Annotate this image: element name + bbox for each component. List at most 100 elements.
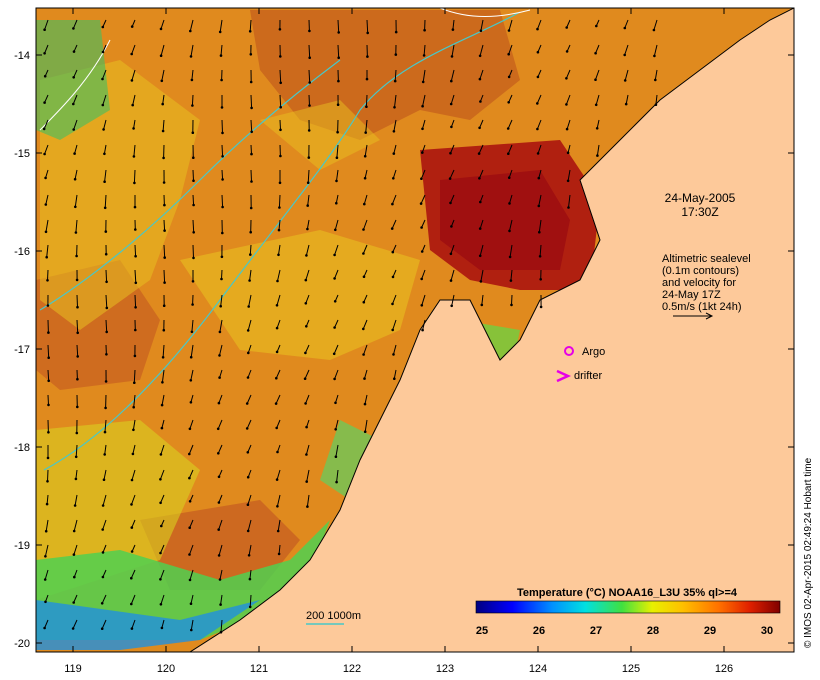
velocity-arrow xyxy=(392,319,397,331)
velocity-arrow xyxy=(75,469,78,479)
velocity-arrow-head xyxy=(160,524,163,528)
velocity-arrow xyxy=(278,194,281,208)
velocity-arrow-head xyxy=(305,480,309,483)
velocity-arrow-head xyxy=(73,575,76,579)
velocity-arrow xyxy=(43,119,49,130)
velocity-arrow-head xyxy=(420,277,424,281)
velocity-arrow-head xyxy=(44,230,48,234)
velocity-arrow-head xyxy=(75,254,78,258)
velocity-arrow-head xyxy=(72,50,76,53)
velocity-arrow-head xyxy=(162,328,166,332)
velocity-arrow xyxy=(507,119,513,129)
velocity-arrow xyxy=(249,19,252,32)
velocity-arrow-head xyxy=(363,377,366,380)
velocity-arrow xyxy=(308,69,311,83)
velocity-arrow-head xyxy=(304,351,307,355)
velocity-arrow-head xyxy=(247,351,250,355)
velocity-arrow xyxy=(510,269,513,281)
velocity-arrow-head xyxy=(421,328,424,332)
velocity-arrow xyxy=(509,194,513,204)
velocity-arrow xyxy=(191,319,194,332)
lon-tick-label: 124 xyxy=(529,663,547,675)
velocity-arrow xyxy=(479,244,484,256)
velocity-arrow-head xyxy=(74,455,78,459)
velocity-arrow-head xyxy=(248,577,252,581)
drifter-label: drifter xyxy=(574,370,602,382)
velocity-arrow-head xyxy=(362,252,365,255)
velocity-arrow-head xyxy=(508,202,511,205)
velocity-arrow-head xyxy=(221,178,224,181)
velocity-arrow xyxy=(479,44,484,56)
velocity-arrow xyxy=(508,19,513,31)
velocity-arrow-head xyxy=(275,350,279,354)
velocity-arrow-head xyxy=(73,152,76,155)
velocity-arrow-head xyxy=(305,425,308,429)
velocity-arrow-head xyxy=(624,102,628,106)
velocity-arrow-head xyxy=(366,31,370,35)
velocity-arrow xyxy=(160,494,165,503)
legend-line: 0.5m/s (1kt 24h) xyxy=(662,301,741,313)
velocity-arrow-head xyxy=(43,626,46,630)
sst-field xyxy=(36,8,794,652)
velocity-arrow xyxy=(163,269,166,283)
velocity-arrow-head xyxy=(74,477,78,481)
velocity-arrow xyxy=(189,19,194,32)
velocity-arrow xyxy=(305,244,310,256)
velocity-arrow xyxy=(364,419,368,432)
velocity-arrow-head xyxy=(536,152,540,155)
velocity-arrow xyxy=(247,319,252,331)
velocity-arrow-head xyxy=(217,501,221,504)
velocity-arrow-head xyxy=(132,428,135,432)
velocity-arrow xyxy=(276,469,281,480)
velocity-arrow-head xyxy=(72,27,75,30)
velocity-arrow-head xyxy=(421,151,424,154)
velocity-arrow xyxy=(363,294,368,303)
velocity-arrow-head xyxy=(305,325,308,328)
velocity-arrow xyxy=(218,519,223,530)
velocity-arrow xyxy=(130,569,136,579)
velocity-arrow-head xyxy=(565,50,569,53)
velocity-arrow xyxy=(306,219,310,230)
velocity-arrow xyxy=(480,269,484,282)
velocity-arrow xyxy=(565,69,571,79)
velocity-arrow-head xyxy=(101,551,105,554)
velocity-arrow xyxy=(102,494,107,506)
velocity-arrow xyxy=(73,519,78,532)
velocity-arrow xyxy=(276,494,281,507)
velocity-arrow-head xyxy=(392,177,395,180)
velocity-arrow xyxy=(308,44,311,58)
velocity-arrow xyxy=(508,94,513,103)
velocity-arrow xyxy=(191,69,194,80)
velocity-arrow xyxy=(335,194,339,204)
velocity-arrow-head xyxy=(450,304,454,308)
velocity-arrow-head xyxy=(362,275,366,279)
velocity-arrow-head xyxy=(307,129,311,132)
velocity-arrow-head xyxy=(539,278,542,281)
velocity-arrow xyxy=(190,594,194,604)
velocity-arrow-head xyxy=(510,303,513,307)
velocity-arrow-head xyxy=(159,603,163,606)
lon-tick-label: 119 xyxy=(64,663,82,675)
velocity-arrow xyxy=(278,219,281,231)
velocity-arrow xyxy=(73,594,78,603)
velocity-arrow-head xyxy=(306,181,310,184)
velocity-arrow-head xyxy=(130,550,134,553)
velocity-arrow-head xyxy=(246,329,250,332)
velocity-arrow-head xyxy=(159,501,162,505)
velocity-arrow-head xyxy=(596,154,599,157)
velocity-arrow xyxy=(191,94,194,106)
velocity-arrow-head xyxy=(392,152,396,155)
velocity-arrow-head xyxy=(275,426,279,430)
colorbar-tick-label: 30 xyxy=(761,625,773,637)
velocity-arrow-head xyxy=(47,379,50,383)
velocity-arrow xyxy=(451,294,455,306)
legend-line: Altimetric sealevel xyxy=(662,253,751,265)
velocity-arrow-head xyxy=(218,578,222,581)
velocity-arrow-head xyxy=(160,426,164,430)
velocity-arrow-head xyxy=(333,253,336,257)
velocity-arrow-head xyxy=(105,280,108,284)
velocity-arrow-head xyxy=(334,401,337,405)
velocity-arrow xyxy=(190,344,194,358)
velocity-arrow-head xyxy=(421,80,425,84)
velocity-arrow-head xyxy=(101,25,105,29)
